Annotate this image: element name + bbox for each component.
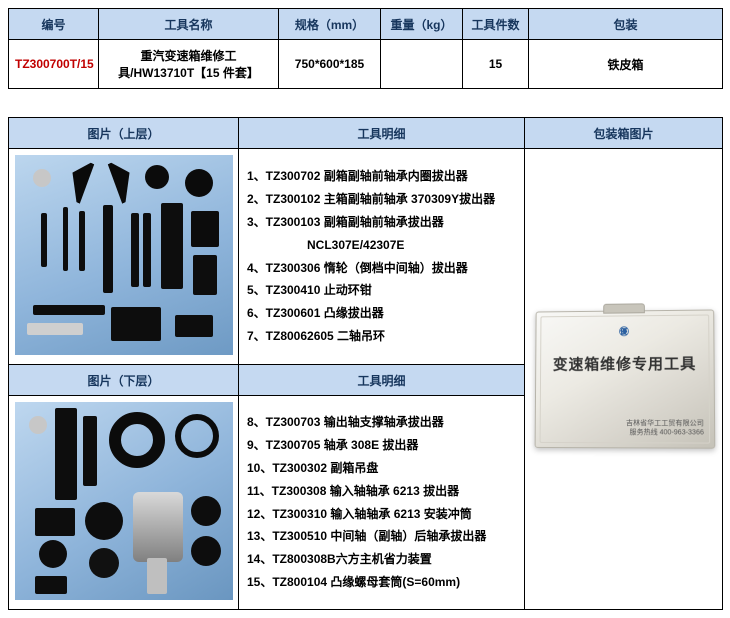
lower-tool-photo <box>15 402 233 600</box>
package-photo-cell: ㊝ 变速箱维修专用工具 吉林省华工工贸有限公司服务热线 400-963-3366 <box>525 149 723 610</box>
detail-line: 1、TZ300702 副箱副轴前轴承内圈拔出器 <box>247 165 516 188</box>
col-weight: 重量（kg） <box>381 9 463 40</box>
spec-data-row: TZ300700T/15 重汽变速箱维修工具/HW13710T【15 件套】 7… <box>9 40 723 89</box>
hdr-photo-upper: 图片（上层） <box>9 118 239 149</box>
col-package: 包装 <box>529 9 723 40</box>
detail-line: 2、TZ300102 主箱副轴前轴承 370309Y拔出器 <box>247 188 516 211</box>
hdr-detail-l: 工具明细 <box>239 365 525 396</box>
col-count: 工具件数 <box>463 9 529 40</box>
hdr-pkg-photo: 包装箱图片 <box>525 118 723 149</box>
case-logo-icon: ㊝ <box>536 322 713 338</box>
cell-spec: 750*600*185 <box>279 40 381 89</box>
hdr-photo-lower: 图片（下层） <box>9 365 239 396</box>
case-wrap: ㊝ 变速箱维修专用工具 吉林省华工工贸有限公司服务热线 400-963-3366 <box>525 310 722 448</box>
cell-code: TZ300700T/15 <box>9 40 99 89</box>
col-name: 工具名称 <box>99 9 279 40</box>
hdr-detail-u: 工具明细 <box>239 118 525 149</box>
detail-line: 5、TZ300410 止动环钳 <box>247 279 516 302</box>
detail-upper-cell: 1、TZ300702 副箱副轴前轴承内圈拔出器 2、TZ300102 主箱副轴前… <box>239 149 525 365</box>
detail-line: 15、TZ800104 凸缘螺母套筒(S=60mm) <box>247 571 516 594</box>
spec-header-row: 编号 工具名称 规格（mm） 重量（kg） 工具件数 包装 <box>9 9 723 40</box>
upper-tool-photo <box>15 155 233 355</box>
detail-line: 13、TZ300510 中间轴（副轴）后轴承拔出器 <box>247 525 516 548</box>
detail-line: 4、TZ300306 惰轮（倒档中间轴）拔出器 <box>247 257 516 280</box>
detail-line: 12、TZ300310 输入轴轴承 6213 安装冲筒 <box>247 503 516 526</box>
spec-table: 编号 工具名称 规格（mm） 重量（kg） 工具件数 包装 TZ300700T/… <box>8 8 723 89</box>
photo-upper-cell <box>9 149 239 365</box>
case-main-label: 变速箱维修专用工具 <box>536 352 714 374</box>
detail-line: NCL307E/42307E <box>247 234 516 257</box>
case-small-label: 吉林省华工工贸有限公司服务热线 400-963-3366 <box>626 420 704 437</box>
case-handle <box>603 303 645 313</box>
upper-data-row: 1、TZ300702 副箱副轴前轴承内圈拔出器 2、TZ300102 主箱副轴前… <box>9 149 723 365</box>
tool-case: ㊝ 变速箱维修专用工具 吉林省华工工贸有限公司服务热线 400-963-3366 <box>534 309 715 448</box>
cell-count: 15 <box>463 40 529 89</box>
cell-weight <box>381 40 463 89</box>
upper-header-row: 图片（上层） 工具明细 包装箱图片 <box>9 118 723 149</box>
col-code: 编号 <box>9 9 99 40</box>
detail-line: 7、TZ80062605 二轴吊环 <box>247 325 516 348</box>
photo-lower-cell <box>9 396 239 610</box>
detail-line: 10、TZ300302 副箱吊盘 <box>247 457 516 480</box>
detail-line: 8、TZ300703 输出轴支撑轴承拔出器 <box>247 411 516 434</box>
detail-line: 6、TZ300601 凸缘拔出器 <box>247 302 516 325</box>
detail-lower-cell: 8、TZ300703 输出轴支撑轴承拔出器 9、TZ300705 轴承 308E… <box>239 396 525 610</box>
detail-line: 9、TZ300705 轴承 308E 拔出器 <box>247 434 516 457</box>
cell-name: 重汽变速箱维修工具/HW13710T【15 件套】 <box>99 40 279 89</box>
detail-table: 图片（上层） 工具明细 包装箱图片 <box>8 117 723 610</box>
detail-line: 11、TZ300308 输入轴轴承 6213 拔出器 <box>247 480 516 503</box>
col-spec: 规格（mm） <box>279 9 381 40</box>
detail-line: 14、TZ800308B六方主机省力装置 <box>247 548 516 571</box>
cell-package: 铁皮箱 <box>529 40 723 89</box>
detail-line: 3、TZ300103 副箱副轴前轴承拔出器 <box>247 211 516 234</box>
